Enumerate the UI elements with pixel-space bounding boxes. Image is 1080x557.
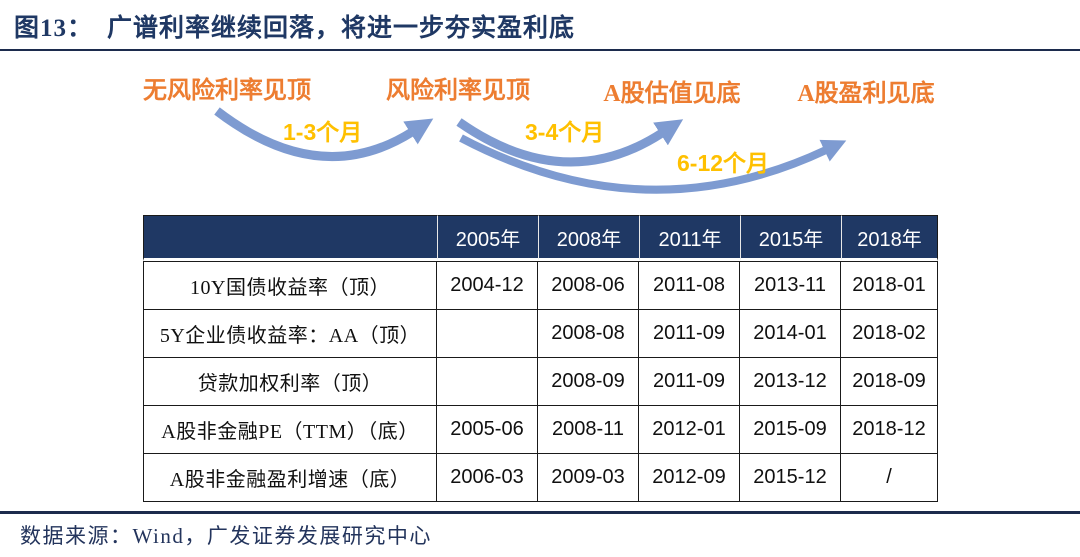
table-cell: 2015-12	[740, 454, 841, 502]
data-source-note: 数据来源：Wind，广发证券发展研究中心	[20, 524, 432, 548]
table-cell: 2015-09	[740, 406, 841, 454]
table-row: A股非金融PE（TTM）（底） 2005-06 2008-11 2012-01 …	[143, 406, 938, 454]
lag-label-6-12-months: 6-12个月	[677, 150, 770, 176]
table-cell	[437, 358, 538, 406]
flow-arrow-6-12-months	[459, 134, 847, 194]
flow-arrow-1-3-months	[214, 107, 434, 161]
lag-label-1-3-months: 1-3个月	[283, 119, 363, 145]
table-cell: /	[841, 454, 938, 502]
table-cell: 2014-01	[740, 310, 841, 358]
table-cell: 2008-11	[538, 406, 639, 454]
table-cell: 2008-08	[538, 310, 639, 358]
column-header-2015: 2015年	[740, 215, 841, 261]
table-cell: 2008-09	[538, 358, 639, 406]
row-label: A股非金融盈利增速（底）	[143, 454, 437, 502]
table-row: 10Y国债收益率（顶） 2004-12 2008-06 2011-08 2013…	[143, 261, 938, 310]
column-header-2005: 2005年	[437, 215, 538, 261]
row-label: 5Y企业债收益率：AA（顶）	[143, 310, 437, 358]
column-header-2008: 2008年	[538, 215, 639, 261]
table-cell: 2011-09	[639, 358, 740, 406]
stage-riskfree-rate-peak: 无风险利率见顶	[143, 78, 311, 104]
stage-a-share-earnings-bottom: A股盈利见底	[797, 81, 935, 107]
table-cell: 2013-12	[740, 358, 841, 406]
stage-a-share-valuation-bottom: A股估值见底	[603, 81, 741, 107]
table-cell: 2008-06	[538, 261, 639, 310]
table-cell: 2004-12	[437, 261, 538, 310]
title-divider	[0, 49, 1080, 51]
table-cell: 2011-09	[639, 310, 740, 358]
table-cell	[437, 310, 538, 358]
table-row: 5Y企业债收益率：AA（顶） 2008-08 2011-09 2014-01 2…	[143, 310, 938, 358]
table-cell: 2005-06	[437, 406, 538, 454]
table-row: 贷款加权利率（顶） 2008-09 2011-09 2013-12 2018-0…	[143, 358, 938, 406]
row-label: 10Y国债收益率（顶）	[143, 261, 437, 310]
figure-title: 图13： 广谱利率继续回落，将进一步夯实盈利底	[14, 8, 575, 44]
column-header-blank	[143, 215, 437, 261]
table-cell: 2006-03	[437, 454, 538, 502]
table-cell: 2018-02	[841, 310, 938, 358]
table-header-row: 2005年 2008年 2011年 2015年 2018年	[143, 215, 938, 261]
table-cell: 2013-11	[740, 261, 841, 310]
row-label: A股非金融PE（TTM）（底）	[143, 406, 437, 454]
figure-title-text: 广谱利率继续回落，将进一步夯实盈利底	[107, 15, 576, 42]
footer-divider	[0, 511, 1080, 514]
flow-arrows	[214, 107, 847, 194]
lag-label-3-4-months: 3-4个月	[525, 119, 605, 145]
table-cell: 2011-08	[639, 261, 740, 310]
table-cell: 2012-09	[639, 454, 740, 502]
table-cell: 2018-12	[841, 406, 938, 454]
column-header-2011: 2011年	[639, 215, 740, 261]
table-cell: 2009-03	[538, 454, 639, 502]
stage-risk-rate-peak: 风险利率见顶	[386, 78, 530, 104]
column-header-2018: 2018年	[841, 215, 938, 261]
flow-arrow-3-4-months	[456, 118, 684, 167]
figure-number-label: 图13：	[14, 15, 94, 42]
table-cell: 2018-01	[841, 261, 938, 310]
table-cell: 2018-09	[841, 358, 938, 406]
table-cell: 2012-01	[639, 406, 740, 454]
table-row: A股非金融盈利增速（底） 2006-03 2009-03 2012-09 201…	[143, 454, 938, 502]
peak-bottom-timing-table: 2005年 2008年 2011年 2015年 2018年 10Y国债收益率（顶…	[143, 215, 938, 502]
row-label: 贷款加权利率（顶）	[143, 358, 437, 406]
